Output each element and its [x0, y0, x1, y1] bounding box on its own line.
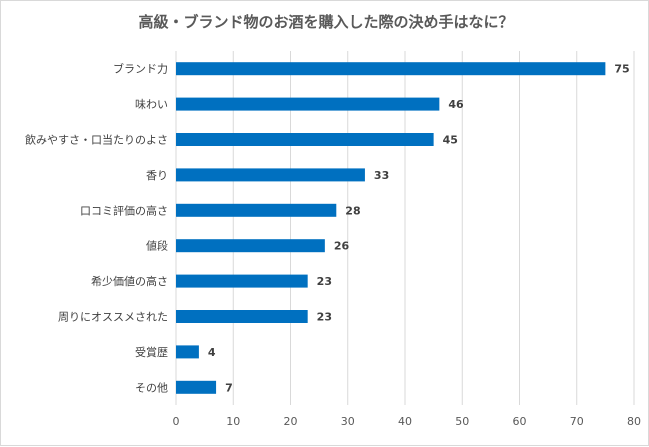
category-label: 飲みやすさ・口当たりのよさ	[25, 133, 168, 147]
data-label: 23	[317, 311, 332, 324]
category-label: 味わい	[135, 98, 168, 111]
chart-title: 高級・ブランド物のお酒を購入した際の決め手はなに？	[138, 13, 513, 31]
data-label: 46	[448, 98, 464, 111]
data-label: 23	[317, 275, 332, 288]
data-label: 4	[208, 346, 216, 359]
category-label: 周りにオススメされた	[58, 311, 168, 324]
x-tick-label: 40	[398, 415, 412, 428]
bar	[176, 62, 606, 76]
category-label: 口コミ評価の高さ	[80, 203, 168, 217]
bar	[176, 203, 337, 217]
data-label: 45	[443, 134, 458, 147]
bar	[176, 310, 308, 323]
category-label: その他	[135, 381, 168, 394]
bar	[176, 274, 308, 288]
x-tick-label: 20	[284, 415, 298, 428]
data-label: 26	[334, 240, 350, 253]
bar	[176, 168, 365, 182]
data-label: 75	[614, 63, 629, 76]
bar	[176, 239, 325, 253]
x-tick-label: 30	[341, 415, 355, 428]
bar	[176, 97, 440, 111]
data-label: 28	[345, 204, 360, 217]
x-tick-label: 50	[455, 415, 469, 428]
bar	[176, 345, 199, 359]
bars	[176, 62, 606, 394]
x-tick-labels: 0 10 20 30 40 50 60 70 80	[173, 415, 642, 428]
x-tick-label: 70	[570, 415, 584, 428]
category-label: ブランド力	[113, 62, 168, 76]
x-tick-label: 60	[513, 415, 527, 428]
data-labels: 75 46 45 33 28 26 23 23 4 7	[208, 63, 630, 395]
bar	[176, 133, 434, 146]
x-tick-label: 0	[173, 415, 180, 428]
category-labels: ブランド力味わい飲みやすさ・口当たりのよさ香り口コミ評価の高さ値段希少価値の高さ…	[25, 62, 168, 395]
data-label: 7	[225, 381, 233, 394]
x-tick-label: 10	[226, 415, 240, 428]
category-label: 香り	[146, 169, 168, 182]
x-tick-label: 80	[627, 415, 641, 428]
bar	[176, 380, 217, 394]
category-label: 値段	[146, 239, 168, 253]
category-label: 受賞歴	[135, 346, 168, 359]
category-label: 希少価値の高さ	[91, 274, 168, 288]
data-label: 33	[374, 169, 389, 182]
